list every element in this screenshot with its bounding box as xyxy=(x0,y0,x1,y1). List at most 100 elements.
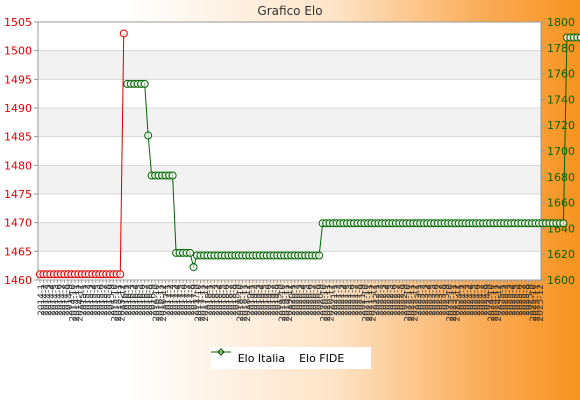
right-axis-tick-label: 1600 xyxy=(547,274,575,287)
left-axis-tick-label: 1500 xyxy=(4,45,32,58)
left-axis-tick-label: 1485 xyxy=(4,131,32,144)
x-axis-tick-label: 2023-1 xyxy=(414,284,424,316)
legend-item-elo-fide: Elo FIDE xyxy=(211,348,345,365)
x-axis-tick-label: 2019-1 xyxy=(246,284,256,316)
left-axis-tick-label: 1495 xyxy=(4,73,32,86)
x-axis-tick-label: 2025-3 xyxy=(505,284,515,316)
x-axis-tick-label: 2016-3 xyxy=(128,284,138,316)
x-axis-tick-label: 2021-5 xyxy=(344,284,354,316)
x-axis-tick-label: 2016-4 xyxy=(131,284,141,316)
x-axis-tick-label: 2024-3 xyxy=(463,284,473,316)
x-axis-tick-label: 2023-2 xyxy=(417,284,427,316)
x-axis-tick-label: 2015-10 xyxy=(110,284,120,322)
x-axis-tick-label: 2020-11 xyxy=(323,284,333,322)
x-axis-tick-label: 2024-11 xyxy=(491,284,501,322)
x-axis-tick-label: 2014-5 xyxy=(51,284,61,316)
grid-band xyxy=(38,108,541,137)
x-axis-tick-label: 2014-2 xyxy=(40,284,50,316)
x-axis-tick-label: 2024-1 xyxy=(456,284,466,316)
x-axis-tick-label: 2019-10 xyxy=(278,284,288,322)
chart-legend: Elo Italia Elo FIDE xyxy=(211,347,371,369)
grid-band xyxy=(38,22,541,51)
x-axis-tick-label: 2015-9 xyxy=(107,284,117,316)
data-point-elo-italia xyxy=(116,270,125,279)
x-axis-tick-label: 2023-12 xyxy=(452,284,462,322)
x-axis-tick-label: 2022-5 xyxy=(386,284,396,316)
x-axis-tick-label: 2017-12 xyxy=(201,284,211,322)
x-axis-tick-label: 2014-10 xyxy=(68,284,78,322)
x-axis-tick-label: 2021-3 xyxy=(337,284,347,316)
grid-band xyxy=(38,50,541,80)
x-axis-tick-label: 2017-8 xyxy=(187,284,197,316)
right-axis-tick-label: 1720 xyxy=(547,119,575,132)
x-axis-tick-label: 2020-3 xyxy=(295,284,305,316)
x-axis-tick-label: 2019-4 xyxy=(257,284,267,316)
x-axis-tick-label: 2022-3 xyxy=(379,284,389,316)
legend-label-elo-fide: Elo FIDE xyxy=(299,351,345,365)
x-axis-tick-label: 2022-2 xyxy=(375,284,385,316)
x-axis-tick-label: 2016-6 xyxy=(138,284,148,316)
x-axis-tick-label: 2015-4 xyxy=(89,284,99,316)
x-axis-tick-label: 2025-9 xyxy=(526,284,536,316)
x-axis-tick-label: 2025-1 xyxy=(498,284,508,316)
data-point-elo-fide xyxy=(140,79,149,88)
x-axis-tick-label: 2020-4 xyxy=(299,284,309,316)
grid-band xyxy=(38,222,541,252)
x-axis-tick-label: 2019-8 xyxy=(271,284,281,316)
x-axis-tick-label: 2018-8 xyxy=(229,284,239,316)
right-axis-tick-label: 1740 xyxy=(547,93,575,106)
right-axis-tick-label: 1760 xyxy=(547,68,575,81)
x-axis-tick-label: 2016-7 xyxy=(142,284,152,316)
x-axis-tick-label: 2021-12 xyxy=(369,284,379,322)
x-axis-tick-label: 2019-2 xyxy=(250,284,260,316)
x-axis-tick-label: 2017-2 xyxy=(166,284,176,316)
left-axis-tick-label: 1490 xyxy=(4,102,32,115)
x-axis-tick-label: 2023-7 xyxy=(435,284,445,316)
x-axis-tick-label: 2021-6 xyxy=(348,284,358,316)
left-axis-tick-label: 1480 xyxy=(4,159,32,172)
x-axis-tick-label: 2019-12 xyxy=(285,284,295,322)
x-axis-tick-label: 2022-12 xyxy=(410,284,420,322)
x-axis-tick-label: 2015-5 xyxy=(93,284,103,316)
x-axis-tick-label: 2017-3 xyxy=(170,284,180,316)
x-axis-tick-label: 2024-4 xyxy=(466,284,476,316)
x-axis-tick-label: 2018-2 xyxy=(208,284,218,316)
x-axis-tick-label: 2020-7 xyxy=(309,284,319,316)
right-axis-tick-label: 1660 xyxy=(547,197,575,210)
x-axis-tick-label: 2023-11 xyxy=(449,284,459,322)
x-axis-tick-label: 2024-9 xyxy=(484,284,494,316)
x-axis-tick-label: 2016-10 xyxy=(152,284,162,322)
x-axis-tick-label: 2017-1 xyxy=(163,284,173,316)
data-point-elo-fide xyxy=(186,248,195,257)
x-axis-tick-label: 2023-6 xyxy=(431,284,441,316)
x-axis-tick-label: 2020-10 xyxy=(320,284,330,322)
x-axis-tick-label: 2024-7 xyxy=(477,284,487,316)
x-axis-tick-label: 2014-7 xyxy=(58,284,68,316)
grid-band xyxy=(38,136,541,166)
x-axis-tick-label: 2014-9 xyxy=(65,284,75,316)
x-axis-tick-label: 2023-5 xyxy=(428,284,438,316)
x-axis-tick-label: 2019-11 xyxy=(281,284,291,322)
x-axis-tick-label: 2018-1 xyxy=(204,284,214,316)
left-axis-tick-label: 1470 xyxy=(4,217,32,230)
x-axis-tick-label: 2021-7 xyxy=(351,284,361,316)
x-axis-tick-label: 2021-9 xyxy=(358,284,368,316)
x-axis-tick-label: 2019-5 xyxy=(260,284,270,316)
x-axis-tick-label: 2018-7 xyxy=(225,284,235,316)
x-axis-tick-label: 2018-11 xyxy=(239,284,249,322)
x-axis-tick-label: 2018-4 xyxy=(215,284,225,316)
x-axis-tick-label: 2022-7 xyxy=(393,284,403,316)
x-axis-tick-label: 2020-6 xyxy=(306,284,316,316)
x-axis-tick-label: 2014-12 xyxy=(75,284,85,322)
x-axis-tick-label: 2025-2 xyxy=(501,284,511,316)
x-axis-tick-label: 2015-6 xyxy=(96,284,106,316)
x-axis-tick-label: 2016-2 xyxy=(124,284,134,316)
x-axis-tick-label: 2015-1 xyxy=(79,284,89,316)
x-axis-tick-label: 2025-10 xyxy=(529,284,539,322)
x-axis-tick-label: 2018-6 xyxy=(222,284,232,316)
x-axis-tick-label: 2024-5 xyxy=(470,284,480,316)
x-axis-tick-label: 2017-6 xyxy=(180,284,190,316)
right-axis-tick-label: 1780 xyxy=(547,42,575,55)
